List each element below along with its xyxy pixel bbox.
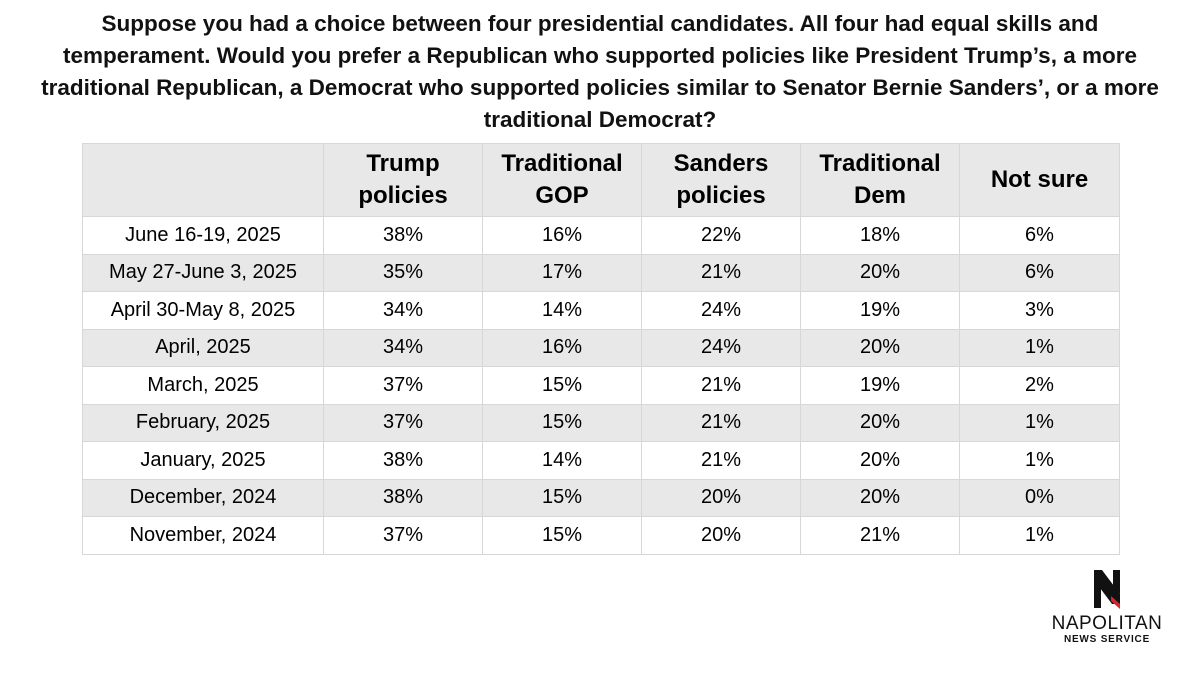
row-label: June 16-19, 2025 <box>82 216 324 255</box>
table-row: December, 2024 38% 15% 20% 20% 0% <box>82 478 1120 517</box>
cell-sanders-policies: 21% <box>641 253 801 292</box>
cell-trump-policies: 38% <box>323 478 483 517</box>
column-header-traditional-gop: Traditional GOP <box>482 143 642 217</box>
cell-traditional-dem: 19% <box>800 366 960 405</box>
table-row: March, 2025 37% 15% 21% 19% 2% <box>82 366 1120 405</box>
cell-sanders-policies: 21% <box>641 366 801 405</box>
cell-traditional-dem: 20% <box>800 403 960 442</box>
row-label: January, 2025 <box>82 441 324 480</box>
cell-sanders-policies: 22% <box>641 216 801 255</box>
cell-trump-policies: 37% <box>323 366 483 405</box>
cell-not-sure: 6% <box>959 253 1120 292</box>
cell-not-sure: 1% <box>959 516 1120 555</box>
column-header <box>82 143 324 217</box>
logo-name: NAPOLITAN <box>1051 613 1163 634</box>
cell-traditional-gop: 15% <box>482 403 642 442</box>
cell-trump-policies: 34% <box>323 328 483 367</box>
table-row: May 27-June 3, 2025 35% 17% 21% 20% 6% <box>82 253 1120 292</box>
cell-traditional-dem: 20% <box>800 441 960 480</box>
row-label: April, 2025 <box>82 328 324 367</box>
cell-traditional-gop: 15% <box>482 366 642 405</box>
table-row: November, 2024 37% 15% 20% 21% 1% <box>82 516 1120 555</box>
cell-traditional-gop: 15% <box>482 478 642 517</box>
column-header-trump-policies: Trump policies <box>323 143 483 217</box>
cell-sanders-policies: 24% <box>641 291 801 330</box>
cell-sanders-policies: 20% <box>641 478 801 517</box>
row-label: May 27-June 3, 2025 <box>82 253 324 292</box>
chart-title: Suppose you had a choice between four pr… <box>41 11 1159 132</box>
row-label: December, 2024 <box>82 478 324 517</box>
cell-traditional-dem: 20% <box>800 253 960 292</box>
cell-sanders-policies: 20% <box>641 516 801 555</box>
table-row: April 30-May 8, 2025 34% 14% 24% 19% 3% <box>82 291 1120 330</box>
napolitan-n-logo-icon <box>1094 570 1120 609</box>
cell-not-sure: 0% <box>959 478 1120 517</box>
cell-traditional-gop: 14% <box>482 441 642 480</box>
column-header-not-sure: Not sure <box>959 143 1120 217</box>
table-header: Trump policies Traditional GOP Sanders p… <box>82 143 1120 217</box>
row-label: March, 2025 <box>82 366 324 405</box>
cell-traditional-dem: 20% <box>800 328 960 367</box>
cell-trump-policies: 37% <box>323 403 483 442</box>
cell-not-sure: 3% <box>959 291 1120 330</box>
cell-not-sure: 1% <box>959 441 1120 480</box>
table-row: January, 2025 38% 14% 21% 20% 1% <box>82 441 1120 480</box>
cell-not-sure: 6% <box>959 216 1120 255</box>
cell-trump-policies: 35% <box>323 253 483 292</box>
table-row: June 16-19, 2025 38% 16% 22% 18% 6% <box>82 216 1120 255</box>
row-label: April 30-May 8, 2025 <box>82 291 324 330</box>
column-header-sanders-policies: Sanders policies <box>641 143 801 217</box>
napolitan-logo: NAPOLITAN NEWS SERVICE <box>1044 568 1170 646</box>
cell-traditional-gop: 14% <box>482 291 642 330</box>
cell-trump-policies: 37% <box>323 516 483 555</box>
cell-traditional-dem: 21% <box>800 516 960 555</box>
cell-trump-policies: 38% <box>323 441 483 480</box>
row-label: February, 2025 <box>82 403 324 442</box>
cell-trump-policies: 38% <box>323 216 483 255</box>
table-body: June 16-19, 2025 38% 16% 22% 18% 6% May 27-Jun… <box>82 216 1120 555</box>
cell-not-sure: 1% <box>959 328 1120 367</box>
cell-trump-policies: 34% <box>323 291 483 330</box>
table-row: February, 2025 37% 15% 21% 20% 1% <box>82 403 1120 442</box>
logo-subtitle: NEWS SERVICE <box>1063 634 1151 645</box>
cell-traditional-dem: 20% <box>800 478 960 517</box>
cell-not-sure: 2% <box>959 366 1120 405</box>
column-header-traditional-dem: Traditional Dem <box>800 143 960 217</box>
cell-traditional-gop: 16% <box>482 216 642 255</box>
header-row: Trump policies Traditional GOP Sanders p… <box>82 143 1120 217</box>
cell-traditional-dem: 18% <box>800 216 960 255</box>
cell-sanders-policies: 24% <box>641 328 801 367</box>
cell-traditional-gop: 16% <box>482 328 642 367</box>
cell-traditional-gop: 15% <box>482 516 642 555</box>
cell-sanders-policies: 21% <box>641 441 801 480</box>
cell-sanders-policies: 21% <box>641 403 801 442</box>
cell-traditional-dem: 19% <box>800 291 960 330</box>
poll-table: Trump policies Traditional GOP Sanders p… <box>82 143 1120 555</box>
cell-not-sure: 1% <box>959 403 1120 442</box>
cell-traditional-gop: 17% <box>482 253 642 292</box>
row-label: November, 2024 <box>82 516 324 555</box>
table-row: April, 2025 34% 16% 24% 20% 1% <box>82 328 1120 367</box>
